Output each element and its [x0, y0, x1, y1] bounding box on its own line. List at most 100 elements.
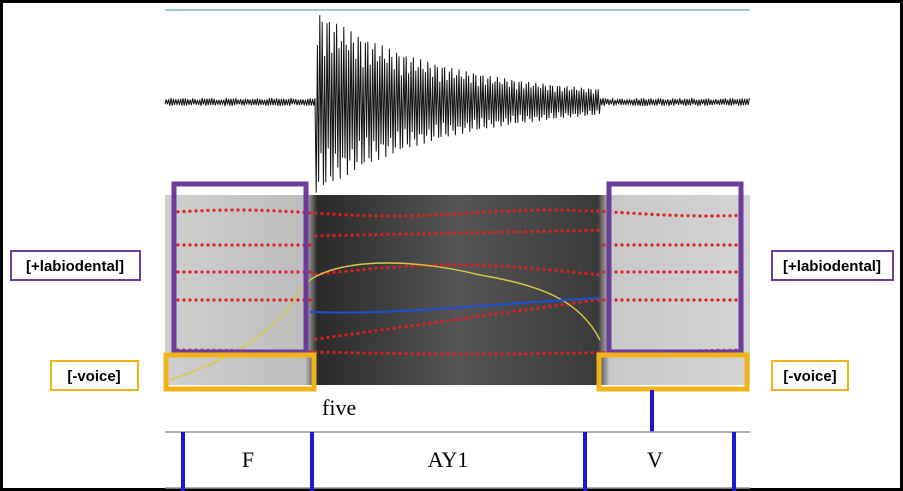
formant-dot	[500, 312, 503, 315]
formant-dot	[392, 352, 395, 355]
formant-dot	[356, 233, 359, 236]
formant-dot	[614, 298, 617, 301]
formant-dot	[644, 298, 647, 301]
formant-dot	[698, 270, 701, 273]
formant-dot	[632, 298, 635, 301]
formant-dot	[458, 317, 461, 320]
formant-dot	[338, 270, 341, 273]
formant-dot	[512, 310, 515, 313]
formant-dot	[398, 265, 401, 268]
formant-dot	[674, 243, 677, 246]
formant-dot	[422, 232, 425, 235]
formant-dot	[650, 243, 653, 246]
formant-dot	[680, 214, 683, 217]
formant-dot	[194, 209, 197, 212]
formant-dot	[458, 212, 461, 215]
formant-dot	[602, 210, 605, 213]
formant-dot	[656, 298, 659, 301]
formant-dot	[710, 298, 713, 301]
formant-dot	[584, 209, 587, 212]
formant-dot	[404, 214, 407, 217]
formant-dot	[518, 209, 521, 212]
formant-dot	[506, 352, 509, 355]
formant-dot	[668, 270, 671, 273]
formant-dot	[512, 230, 515, 233]
formant-dot	[218, 270, 221, 273]
formant-dot	[494, 352, 497, 355]
formant-dot	[602, 270, 605, 273]
formant-dot	[356, 268, 359, 271]
formant-dot	[212, 243, 215, 246]
formant-dot	[572, 351, 575, 354]
formant-dot	[176, 243, 179, 246]
formant-dot	[200, 209, 203, 212]
formant-dot	[464, 231, 467, 234]
formant-dot	[206, 298, 209, 301]
formant-dot	[254, 270, 257, 273]
formant-dot	[632, 243, 635, 246]
formant-dot	[530, 230, 533, 233]
formant-dot	[248, 243, 251, 246]
formant-dot	[272, 243, 275, 246]
formant-dot	[476, 231, 479, 234]
formant-dot	[626, 243, 629, 246]
formant-dot	[356, 332, 359, 335]
formant-dot	[566, 352, 569, 355]
formant-dot	[728, 270, 731, 273]
formant-dot	[368, 330, 371, 333]
formant-dot	[650, 213, 653, 216]
formant-dot	[314, 212, 317, 215]
formant-dot	[626, 211, 629, 214]
formant-dot	[308, 211, 311, 214]
formant-dot	[374, 352, 377, 355]
formant-dot	[590, 209, 593, 212]
formant-dot	[506, 265, 509, 268]
formant-dot	[236, 243, 239, 246]
formant-dot	[644, 243, 647, 246]
formant-dot	[416, 214, 419, 217]
formant-dot	[392, 327, 395, 330]
formant-dot	[686, 243, 689, 246]
formant-dot	[458, 231, 461, 234]
formant-dot	[458, 352, 461, 355]
formant-dot	[224, 298, 227, 301]
formant-dot	[284, 243, 287, 246]
formant-dot	[470, 352, 473, 355]
formant-dot	[278, 270, 281, 273]
formant-dot	[500, 210, 503, 213]
formant-dot	[332, 335, 335, 338]
formant-dot	[320, 212, 323, 215]
formant-dot	[542, 268, 545, 271]
formant-dot	[272, 298, 275, 301]
formant-dot	[686, 270, 689, 273]
formant-dot	[410, 352, 413, 355]
formant-dot	[470, 211, 473, 214]
formant-dot	[572, 301, 575, 304]
formant-dot	[506, 311, 509, 314]
formant-dot	[380, 233, 383, 236]
formant-dot	[656, 270, 659, 273]
formant-dot	[578, 271, 581, 274]
formant-dot	[314, 338, 317, 341]
formant-dot	[266, 243, 269, 246]
formant-dot	[542, 230, 545, 233]
formant-dot	[452, 352, 455, 355]
formant-dot	[260, 298, 263, 301]
formant-dot	[494, 264, 497, 267]
formant-dot	[680, 243, 683, 246]
formant-dot	[218, 243, 221, 246]
formant-dot	[230, 243, 233, 246]
formant-dot	[584, 229, 587, 232]
formant-dot	[488, 231, 491, 234]
formant-dot	[242, 208, 245, 211]
formant-dot	[416, 352, 419, 355]
formant-dot	[284, 270, 287, 273]
formant-dot	[452, 318, 455, 321]
formant-dot	[620, 298, 623, 301]
formant-dot	[524, 308, 527, 311]
formant-dot	[242, 270, 245, 273]
formant-dot	[446, 352, 449, 355]
formant-dot	[368, 267, 371, 270]
formant-dot	[716, 298, 719, 301]
formant-dot	[680, 298, 683, 301]
